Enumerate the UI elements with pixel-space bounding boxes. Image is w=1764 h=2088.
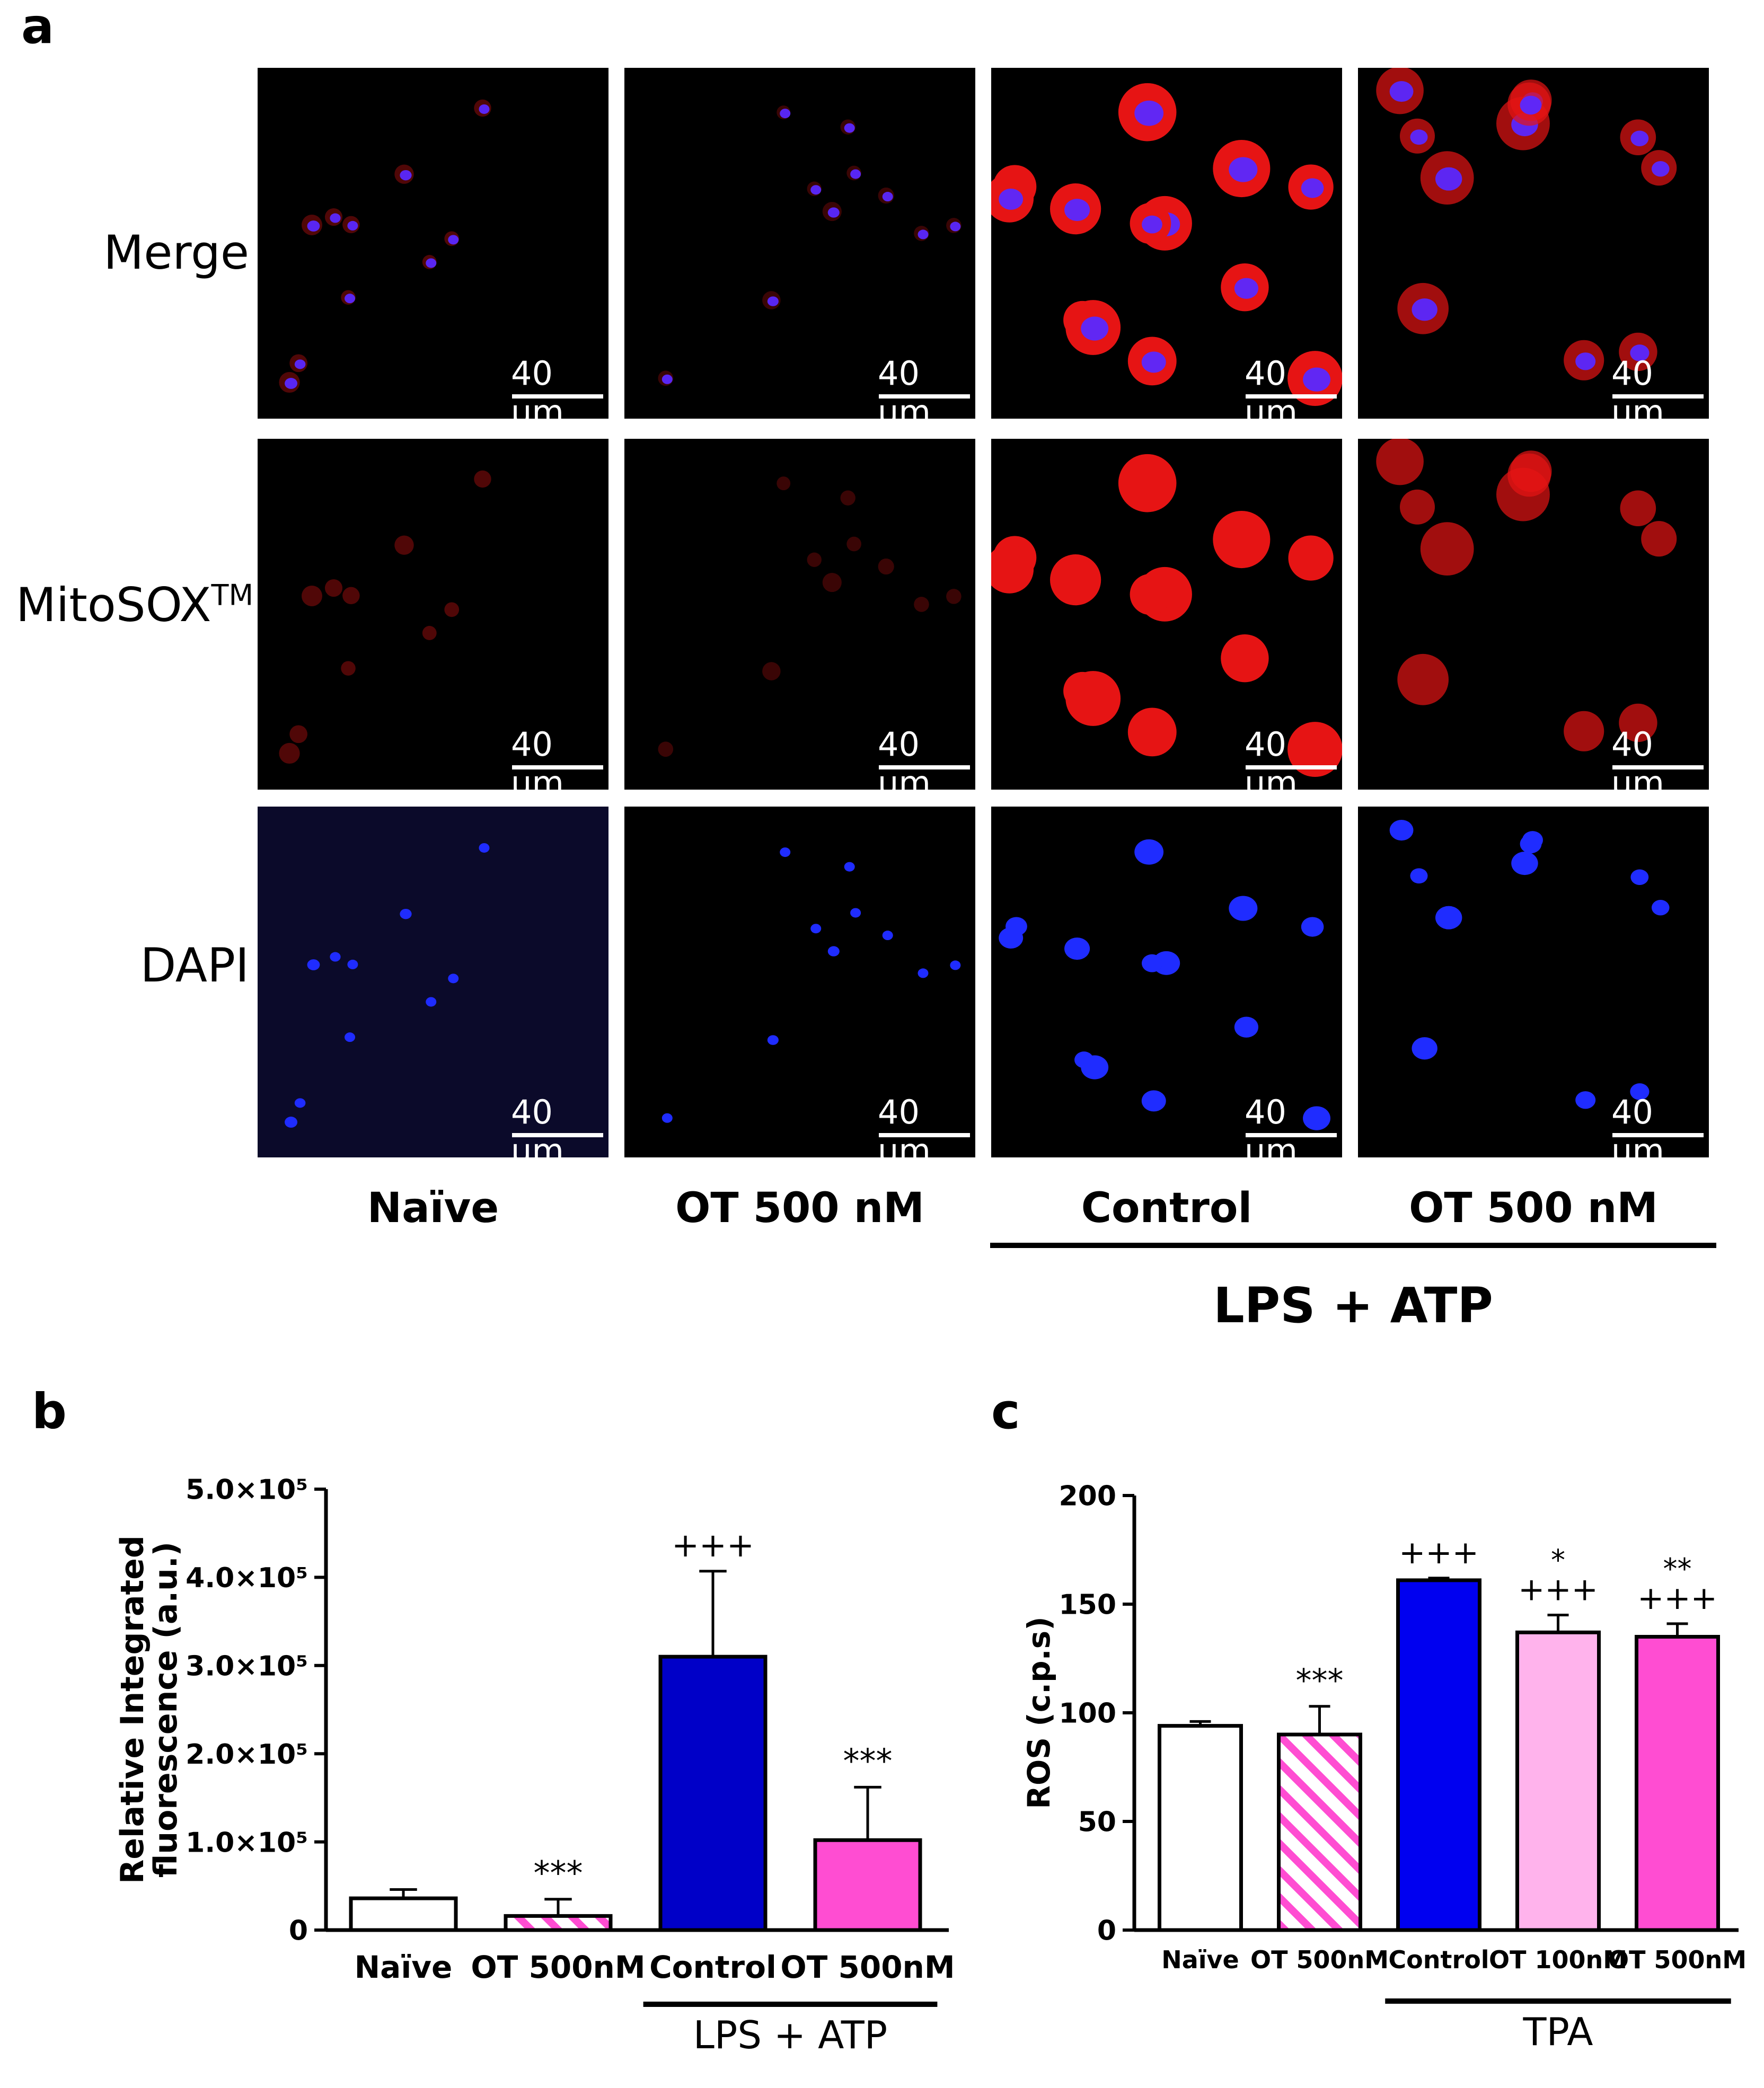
scale-bar	[1612, 765, 1704, 769]
bar	[1158, 1724, 1243, 1932]
row-label-mitosox-text: MitoSOX	[16, 578, 211, 632]
group-label: TPA	[1522, 2010, 1593, 2054]
row-label-merge: Merge	[103, 225, 249, 280]
bar	[1635, 1635, 1720, 1932]
column-label-lps-ot500: OT 500 nM	[1409, 1184, 1658, 1232]
scale-bar-label: 40 μm	[511, 1093, 564, 1157]
x-tick-label: Control	[1388, 1945, 1489, 1974]
micrograph-mitosox-naive: 40 μm	[258, 439, 608, 790]
panel-a-letter: a	[21, 0, 55, 55]
scale-bar-label: 40 μm	[1611, 1093, 1664, 1157]
micrograph-dapi-naive: 40 μm	[258, 807, 608, 1157]
scale-bar-label: 40 μm	[878, 354, 931, 419]
scale-bar	[1612, 394, 1704, 399]
scale-bar	[879, 1133, 970, 1137]
y-axis-label: Relative Integratedfluorescence (a.u.)	[114, 1535, 184, 1884]
y-axis-label-line: fluorescence (a.u.)	[147, 1542, 184, 1878]
scale-bar-label: 40 μm	[1611, 354, 1664, 419]
scale-bar	[1612, 1133, 1704, 1137]
y-tick-label: 3.0×10⁵	[186, 1651, 308, 1683]
micrograph-dapi-ot500: 40 μm	[624, 807, 975, 1157]
significance-label: +++	[1518, 1571, 1598, 1608]
y-tick-label: 150	[1059, 1589, 1116, 1621]
scale-bar-label: 40 μm	[1245, 354, 1298, 419]
bar	[658, 1655, 768, 1932]
x-tick-label: OT 500nM	[471, 1949, 645, 1985]
y-axis-label: ROS (c.p.s)	[1021, 1616, 1057, 1809]
x-tick-label: Control	[649, 1949, 777, 1985]
y-tick-label: 0	[289, 1915, 308, 1947]
bar	[504, 1914, 613, 1932]
panel-b-letter: b	[32, 1383, 67, 1440]
bar	[1515, 1630, 1601, 1932]
significance-label: *	[1551, 1544, 1565, 1577]
y-tick-label: 100	[1059, 1698, 1116, 1730]
column-label-naive: Naïve	[367, 1184, 499, 1232]
micrograph-merge-naive: 40 μm	[258, 68, 608, 419]
bar	[813, 1838, 922, 1932]
significance-label: +++	[1637, 1580, 1717, 1617]
y-tick-label: 2.0×10⁵	[186, 1739, 308, 1771]
column-label-control: Control	[1081, 1184, 1253, 1232]
micrograph-mitosox-ot500: 40 μm	[624, 439, 975, 790]
y-tick-label: 5.0×10⁵	[186, 1474, 308, 1506]
y-axis-label-line: Relative Integrated	[114, 1535, 151, 1884]
x-tick-label: Naïve	[1161, 1945, 1239, 1974]
y-tick-label: 4.0×10⁵	[186, 1562, 308, 1594]
scale-bar	[879, 765, 970, 769]
scale-bar	[879, 394, 970, 399]
micrograph-dapi-control: 40 μm	[991, 807, 1342, 1157]
significance-label: ***	[534, 1854, 583, 1892]
scale-bar-label: 40 μm	[1611, 725, 1664, 790]
scale-bar	[512, 394, 603, 399]
x-tick-label: Naïve	[355, 1949, 453, 1985]
y-tick-label: 1.0×10⁵	[186, 1827, 308, 1859]
scale-bar-label: 40 μm	[878, 1093, 931, 1157]
significance-label: ***	[843, 1741, 893, 1780]
bar	[1396, 1578, 1481, 1932]
scale-bar-label: 40 μm	[511, 725, 564, 790]
scale-bar-label: 40 μm	[511, 354, 564, 419]
group-label: LPS + ATP	[693, 2013, 887, 2057]
x-tick-label: OT 500nM	[780, 1949, 955, 1985]
significance-label: **	[1663, 1552, 1692, 1586]
scale-bar-label: 40 μm	[1245, 725, 1298, 790]
row-label-mitosox: MitoSOXTM	[16, 578, 253, 632]
y-tick-label: 0	[1097, 1915, 1116, 1947]
bar	[349, 1896, 458, 1932]
scale-bar	[1246, 394, 1337, 399]
chart-b: 01.0×10⁵2.0×10⁵3.0×10⁵4.0×10⁵5.0×10⁵Rela…	[114, 1474, 955, 2057]
scale-bar	[512, 1133, 603, 1137]
group-bar-lps-atp	[990, 1243, 1716, 1248]
row-label-superscript: TM	[211, 578, 254, 612]
y-tick-label: 50	[1078, 1807, 1116, 1838]
scale-bar	[1246, 765, 1337, 769]
significance-label: +++	[1399, 1534, 1479, 1571]
micrograph-mitosox-lps-ot500: 40 μm	[1358, 439, 1709, 790]
micrograph-dapi-lps-ot500: 40 μm	[1358, 807, 1709, 1157]
bar	[1277, 1732, 1362, 1932]
significance-label: +++	[672, 1526, 754, 1564]
x-tick-label: OT 100nM	[1489, 1945, 1627, 1974]
column-label-ot500: OT 500 nM	[675, 1184, 924, 1232]
x-tick-label: OT 500nM	[1608, 1945, 1747, 1974]
micrograph-mitosox-control: 40 μm	[991, 439, 1342, 790]
scale-bar	[1246, 1133, 1337, 1137]
panel-c-letter: c	[991, 1383, 1020, 1440]
micrograph-merge-control: 40 μm	[991, 68, 1342, 419]
scale-bar	[512, 765, 603, 769]
significance-label: ***	[1296, 1662, 1344, 1700]
group-label-lps-atp: LPS + ATP	[1213, 1277, 1493, 1334]
x-tick-label: OT 500nM	[1250, 1945, 1389, 1974]
scale-bar-label: 40 μm	[878, 725, 931, 790]
row-label-dapi: DAPI	[140, 938, 249, 993]
micrograph-merge-ot500: 40 μm	[624, 68, 975, 419]
scale-bar-label: 40 μm	[1245, 1093, 1298, 1157]
micrograph-merge-lps-ot500: 40 μm	[1358, 68, 1709, 419]
y-tick-label: 200	[1059, 1481, 1116, 1512]
